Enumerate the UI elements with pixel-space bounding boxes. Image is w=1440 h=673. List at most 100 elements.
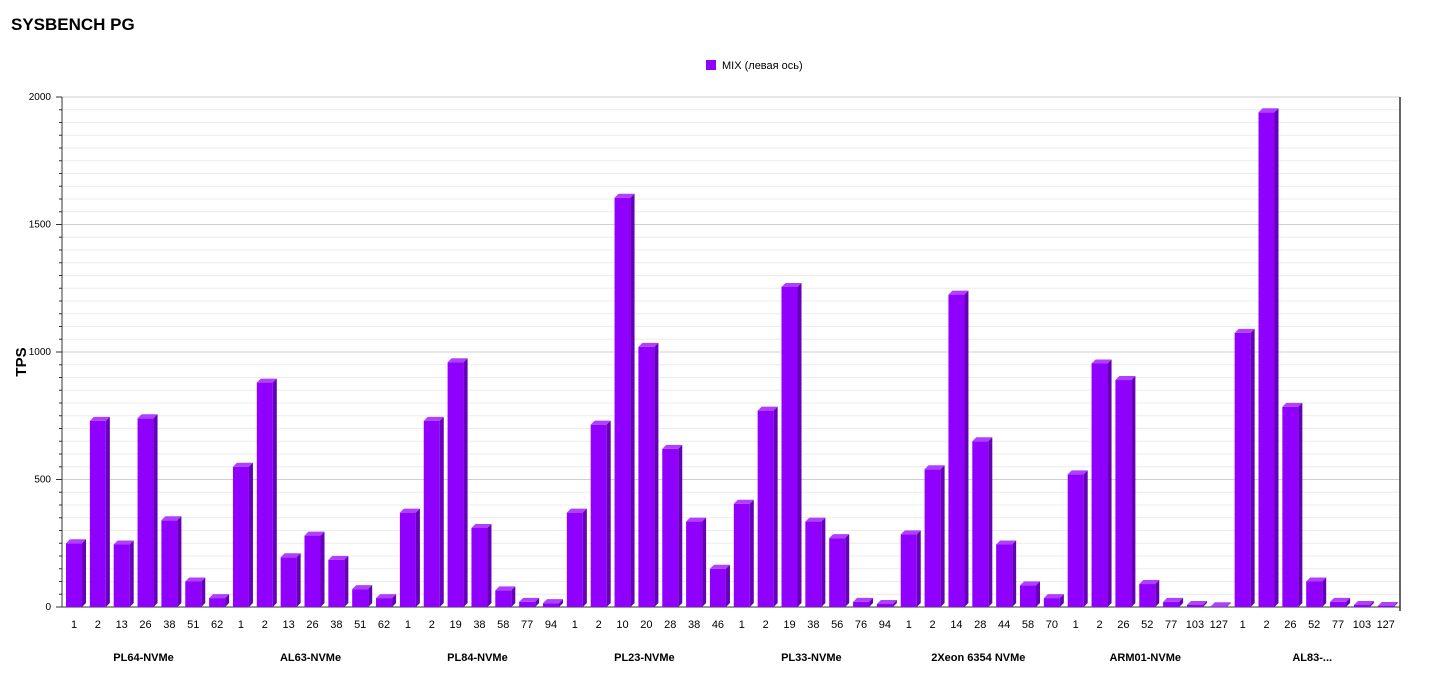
bar-side <box>1059 594 1064 607</box>
bar-side <box>1107 359 1112 607</box>
legend: MIX (левая ось) <box>706 60 803 72</box>
bar-front <box>1377 605 1394 607</box>
bar-side <box>1369 600 1374 607</box>
x-tick-label: 28 <box>974 619 986 631</box>
bar-front <box>137 418 154 607</box>
bar-side <box>439 416 444 607</box>
bar-top <box>1115 376 1136 381</box>
bar-top <box>89 416 110 421</box>
bar-top <box>543 599 563 604</box>
bar <box>709 564 730 607</box>
bar-top <box>566 508 587 513</box>
bar-side <box>892 599 897 607</box>
bar-front <box>280 557 297 607</box>
bar-top <box>829 534 850 539</box>
bar-top <box>996 540 1017 545</box>
x-tick-label: 77 <box>1332 619 1344 631</box>
bar-front <box>328 559 345 607</box>
x-tick-label: 13 <box>283 619 295 631</box>
bar <box>399 508 420 607</box>
x-tick-label: 103 <box>1186 619 1204 631</box>
bar <box>805 517 826 607</box>
bar-top <box>757 406 778 411</box>
bar-top <box>1067 470 1088 475</box>
bar-side <box>1083 470 1088 607</box>
bar <box>1186 600 1207 607</box>
bar-top <box>137 414 158 419</box>
x-tick-label: 2 <box>429 619 435 631</box>
x-tick-label: 19 <box>449 619 461 631</box>
bar-front <box>1043 598 1060 607</box>
bar-side <box>773 406 778 607</box>
bar-front <box>1234 332 1251 607</box>
x-tick-label: 1 <box>572 619 578 631</box>
bar-front <box>519 601 536 607</box>
bar-top <box>352 585 373 590</box>
bar-side <box>248 462 253 607</box>
bar-front <box>447 362 464 607</box>
bar-front <box>113 544 130 607</box>
bar-top <box>948 290 969 295</box>
bar-front <box>1139 584 1156 607</box>
bar-side <box>702 517 707 607</box>
bar <box>757 406 778 607</box>
bar-side <box>1346 597 1351 607</box>
bar <box>900 530 921 607</box>
bar <box>137 414 158 607</box>
bar-front <box>376 598 393 607</box>
bar <box>1330 597 1351 607</box>
bar-front <box>853 601 870 607</box>
x-tick-label: 56 <box>831 619 843 631</box>
x-tick-label: 77 <box>521 619 533 631</box>
bar-top <box>709 564 730 569</box>
bar-top <box>471 523 492 528</box>
bar <box>66 539 86 607</box>
bar-front <box>876 603 893 607</box>
bar <box>232 462 253 607</box>
x-tick-label: 62 <box>211 619 223 631</box>
bar-front <box>733 503 750 607</box>
bar-side <box>1131 376 1136 607</box>
bar-side <box>487 523 492 607</box>
x-tick-label: 19 <box>783 619 795 631</box>
bar-front <box>709 568 726 607</box>
bar-side <box>344 555 349 607</box>
bar-top <box>1353 600 1374 605</box>
bar-front <box>232 466 249 607</box>
bar-front <box>972 441 989 607</box>
bar <box>1067 470 1088 607</box>
bar-top <box>781 282 802 287</box>
bar-top <box>686 517 707 522</box>
group-label: AL83-... <box>1292 652 1332 664</box>
y-tick-label: 2000 <box>29 92 52 103</box>
bar-front <box>590 424 607 607</box>
bar-side <box>272 378 277 607</box>
bar-front <box>471 527 488 607</box>
bar-top <box>638 342 659 347</box>
bar-front <box>662 448 679 607</box>
bar-side <box>82 539 86 607</box>
x-tick-label: 127 <box>1377 619 1395 631</box>
bar-side <box>559 599 563 607</box>
bar <box>876 599 897 607</box>
y-tick-label: 1000 <box>29 347 52 358</box>
x-tick-label: 51 <box>354 619 366 631</box>
y-tick-label: 1500 <box>29 220 52 231</box>
x-tick-label: 103 <box>1353 619 1371 631</box>
bar-front <box>924 469 941 607</box>
bar-side <box>1155 580 1160 607</box>
bar-front <box>1186 604 1203 607</box>
bar-front <box>900 534 917 607</box>
bar-front <box>805 521 822 607</box>
x-tick-label: 46 <box>712 619 724 631</box>
bar <box>1091 359 1112 607</box>
x-tick-label: 28 <box>664 619 676 631</box>
x-tick-label: 94 <box>545 619 557 631</box>
grid-lines <box>62 96 1400 608</box>
bar-front <box>1067 474 1084 607</box>
bar-top <box>1163 597 1184 602</box>
x-tick-label: 1 <box>739 619 745 631</box>
bar-top <box>185 577 206 582</box>
bar-side <box>1012 540 1017 607</box>
